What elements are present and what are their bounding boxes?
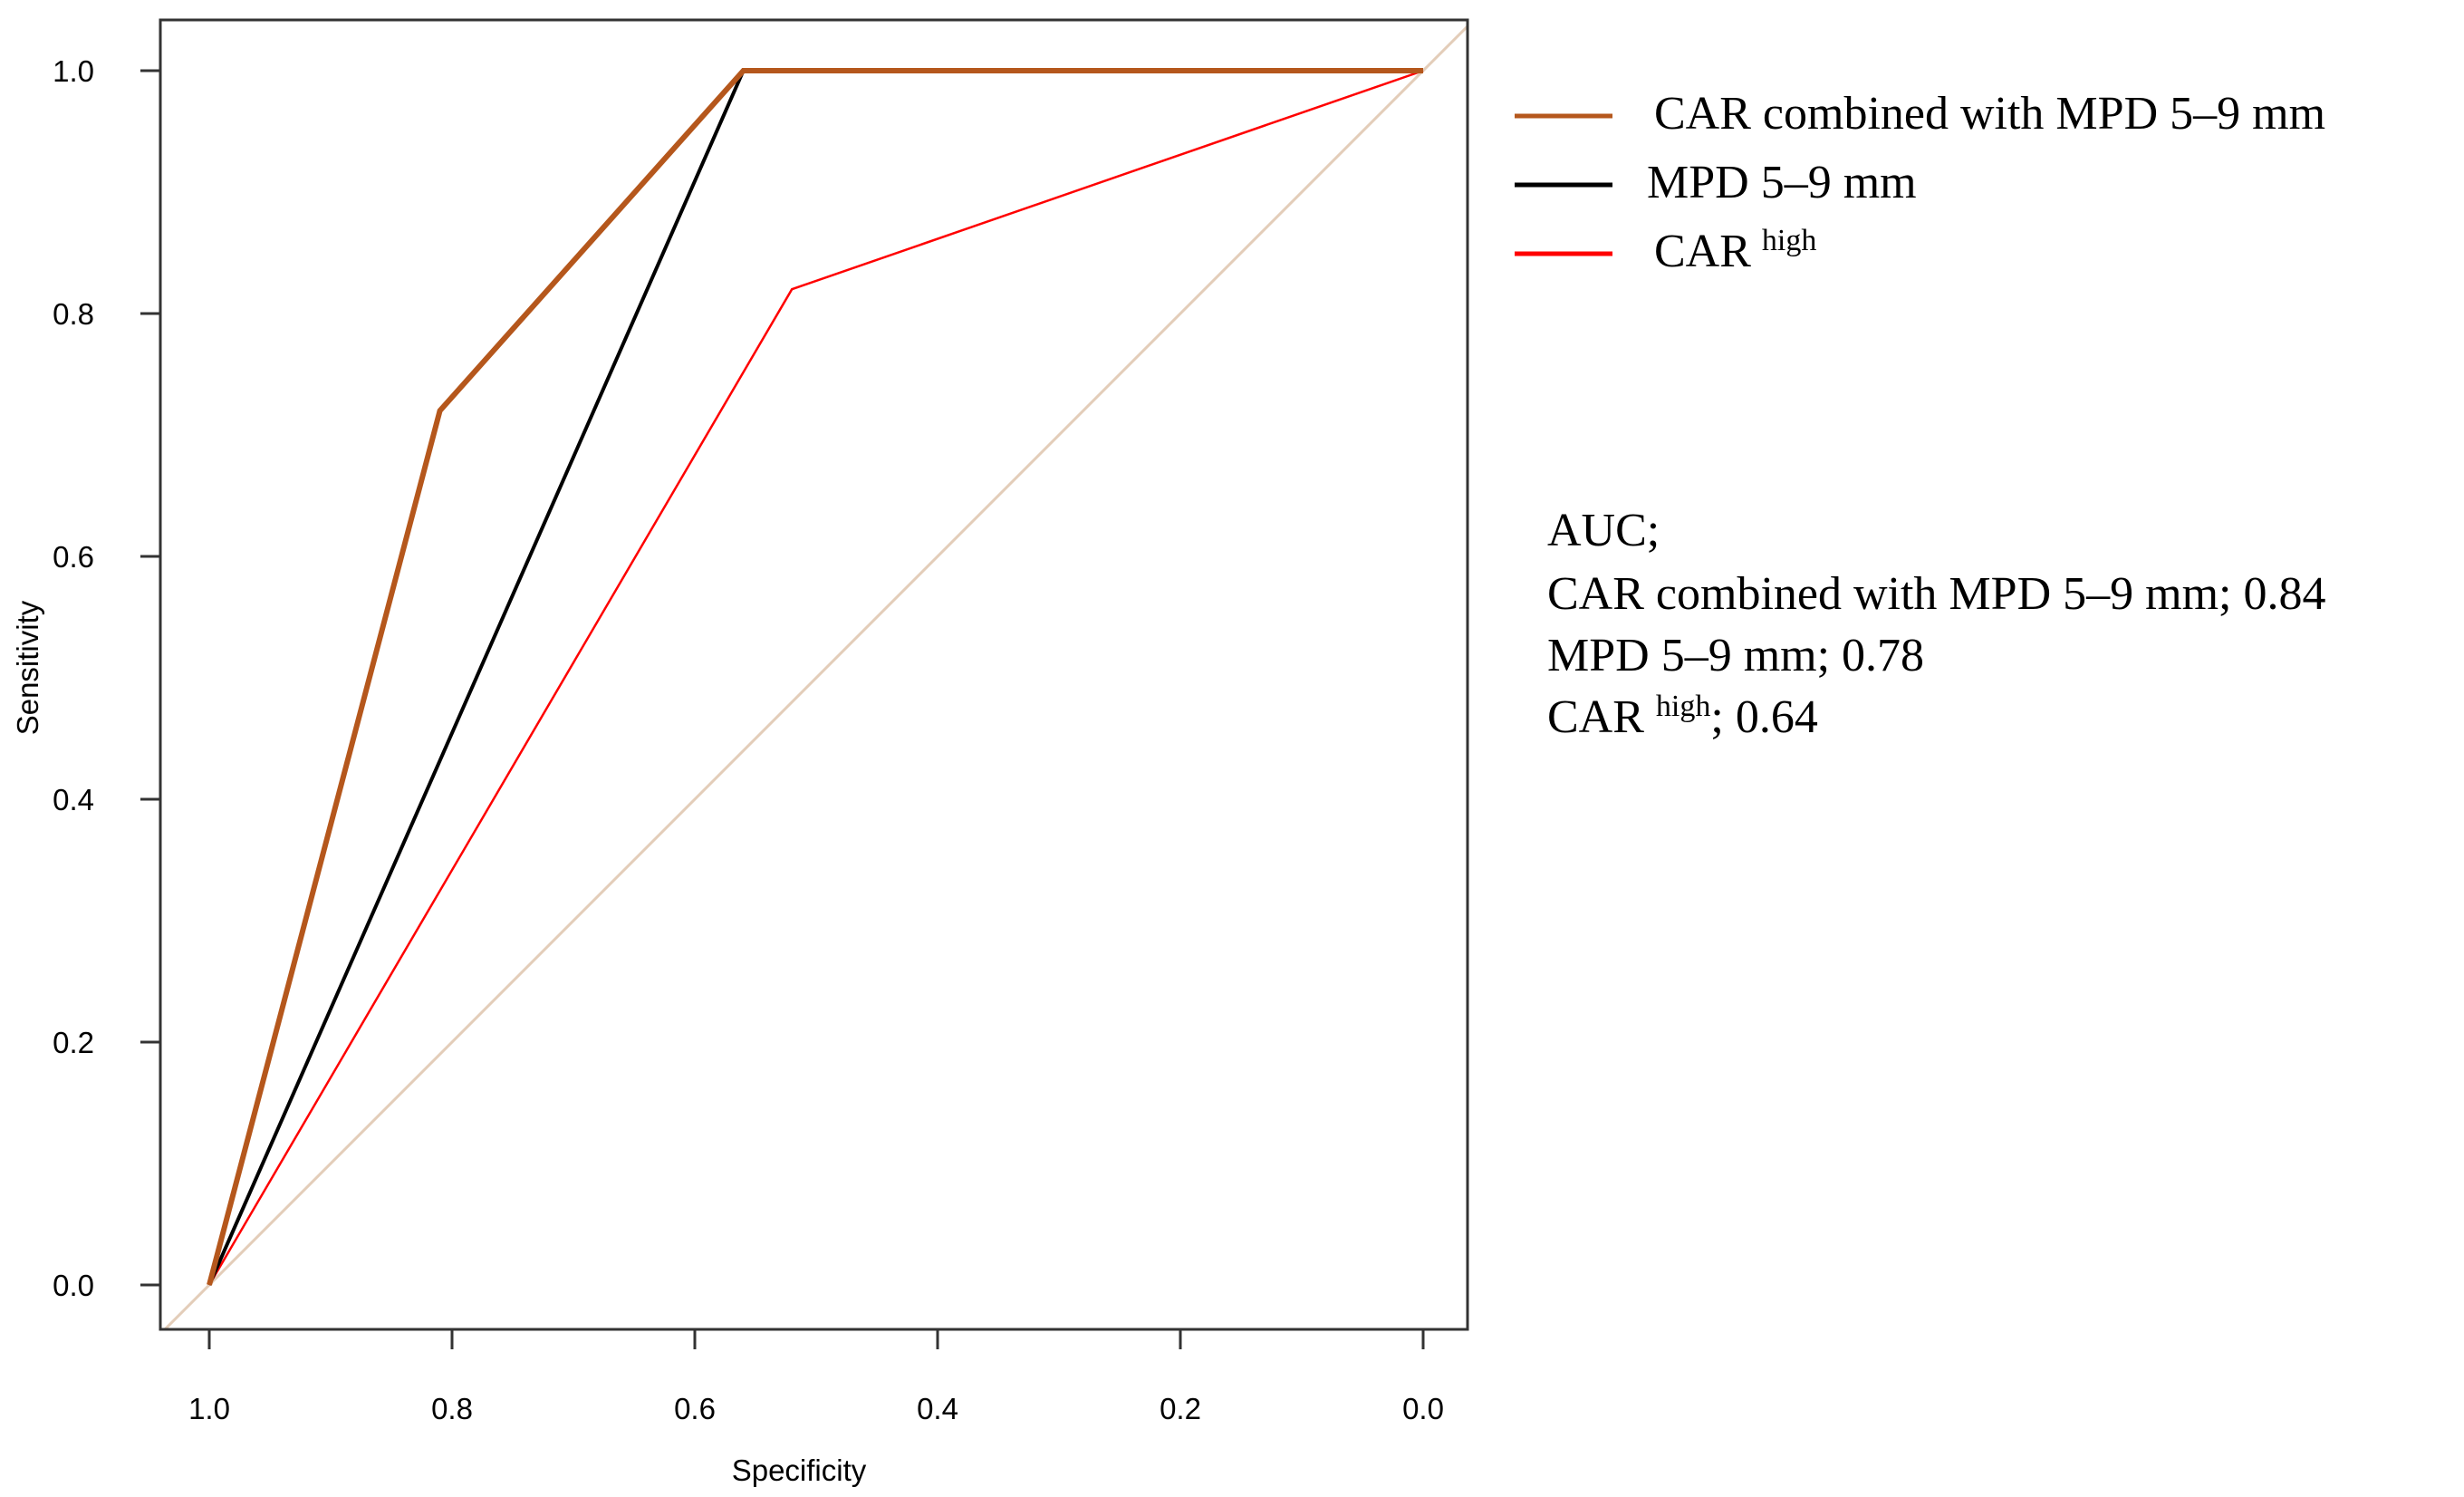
series-line-car-combined-with-mpd-5-9-mm: [207, 68, 1423, 1286]
auc-header: AUC;: [1547, 505, 1660, 556]
x-tick-label: 0.6: [674, 1392, 716, 1425]
auc-superscript: high: [1656, 690, 1710, 723]
legend-label: MPD 5–9 mm: [1647, 157, 1917, 208]
y-axis: 0.0 0.2 0.4 0.6 0.8 1.0: [53, 54, 162, 1302]
x-tick-label: 0.4: [917, 1392, 958, 1425]
x-tick-label: 0.2: [1160, 1392, 1201, 1425]
legend: CAR combined with MPD 5–9 mm MPD 5–9 mm CA…: [1515, 88, 2325, 277]
x-tick-label: 0.8: [431, 1392, 473, 1425]
y-tick-label: 0.6: [53, 540, 94, 574]
y-tick-label: 1.0: [53, 54, 94, 88]
auc-annotation: AUC; CAR combined with MPD 5–9 mm; 0.84 MP…: [1547, 505, 2325, 743]
reference-diagonal-line: [162, 24, 1468, 1329]
legend-superscript: high: [1762, 224, 1816, 257]
auc-line: CAR high; 0.64: [1547, 690, 1818, 743]
plot-frame: [159, 18, 1469, 1331]
auc-value: ; 0.64: [1710, 691, 1817, 743]
series-line-car-high: [207, 69, 1424, 1286]
y-tick-label: 0.8: [53, 297, 94, 331]
y-tick-label: 0.4: [53, 783, 94, 816]
x-tick-label: 1.0: [188, 1392, 230, 1425]
auc-line: CAR combined with MPD 5–9 mm; 0.84: [1547, 568, 2325, 620]
x-axis-label: Specificity: [732, 1454, 867, 1487]
auc-value: ; 0.84: [2219, 568, 2325, 620]
x-tick-label: 0.0: [1402, 1392, 1444, 1425]
x-axis: 1.0 0.8 0.6 0.4 0.2 0.0: [188, 1328, 1444, 1425]
plot-area: [159, 18, 1469, 1331]
y-tick-label: 0.0: [53, 1269, 94, 1302]
legend-label: CAR combined with MPD 5–9 mm: [1654, 88, 2325, 140]
legend-label: CAR high: [1654, 224, 1816, 277]
auc-line: MPD 5–9 mm; 0.78: [1547, 630, 1924, 681]
y-tick-label: 0.2: [53, 1026, 94, 1059]
auc-value: ; 0.78: [1817, 630, 1924, 681]
y-axis-label: Sensitivity: [11, 600, 44, 735]
